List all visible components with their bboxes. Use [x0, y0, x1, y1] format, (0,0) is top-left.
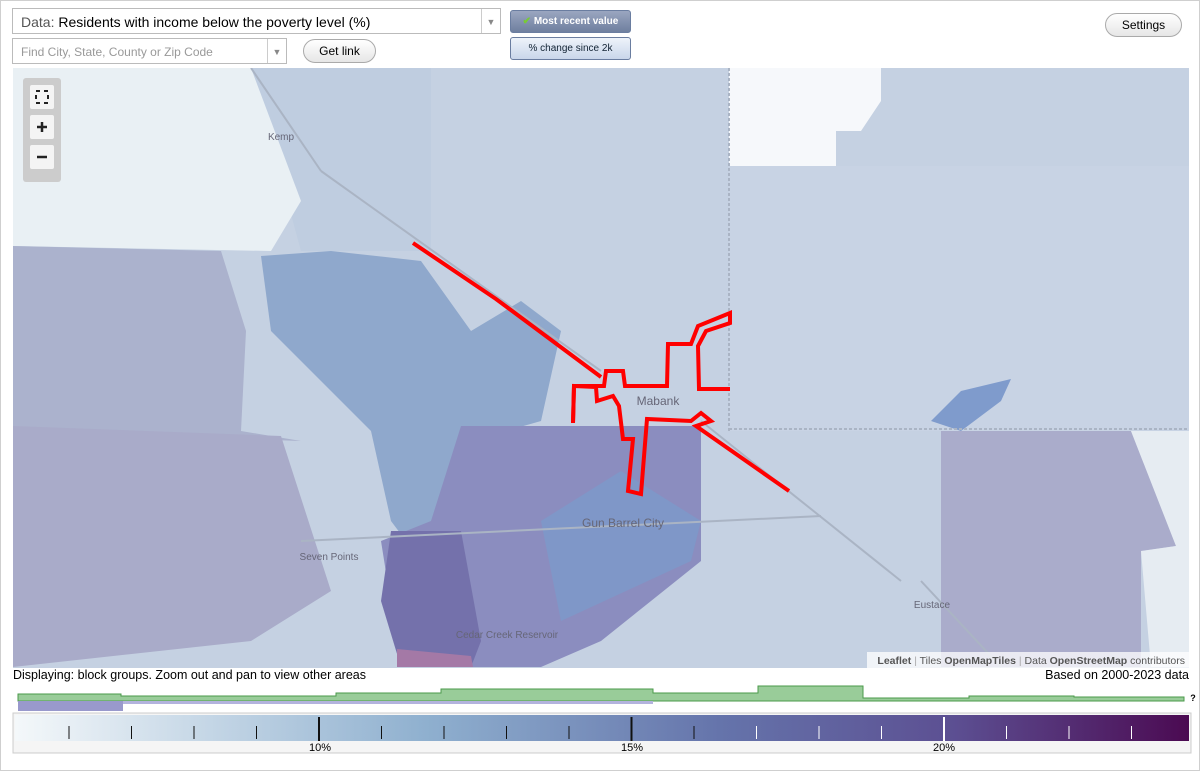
region [729, 68, 881, 166]
histogram-baseline [18, 701, 653, 704]
place-label: Kemp [268, 132, 295, 143]
fullscreen-icon [35, 90, 49, 104]
selected-boundary [411, 241, 791, 497]
lake-region [261, 251, 561, 561]
data-select-value: Residents with income below the poverty … [58, 14, 371, 30]
region [1131, 431, 1189, 667]
attribution-part: | [914, 655, 919, 667]
mode-label: Most recent value [533, 16, 619, 27]
status-displaying: Displaying: block groups. Zoom out and p… [13, 668, 366, 682]
status-based-on: Based on 2000-2023 data [1045, 668, 1189, 682]
legend-label: 20% [933, 742, 955, 754]
region [381, 531, 481, 667]
region [729, 166, 1189, 431]
search-placeholder: Find City, State, County or Zip Code [21, 45, 213, 59]
histogram-current [17, 685, 1185, 702]
attribution-part: Data [1025, 655, 1050, 667]
plus-icon [37, 122, 47, 132]
data-select[interactable]: Data: Residents with income below the po… [12, 8, 501, 34]
attribution-part: Tiles [920, 655, 945, 667]
roads [250, 68, 1189, 668]
attribution-part: | [1019, 655, 1025, 667]
attribution-part: contributors [1130, 655, 1185, 667]
water [541, 471, 701, 621]
region [397, 649, 473, 667]
mode-button-active[interactable]: ✔ Most recent value [510, 10, 631, 33]
place-label: Eustace [914, 600, 951, 611]
place-label: Seven Points [300, 552, 359, 563]
dropdown-arrow: ▼ [481, 9, 500, 33]
search-box[interactable]: Find City, State, County or Zip Code ▼ [12, 38, 287, 64]
region [941, 431, 1176, 667]
fullscreen-button[interactable] [30, 85, 54, 109]
check-icon: ✔ [522, 16, 534, 27]
attribution-part[interactable]: Leaflet [877, 655, 914, 667]
place-label: Mabank [637, 394, 681, 408]
place-label: Cedar Creek Reservoir [456, 630, 559, 641]
legend-help[interactable]: ? [1190, 693, 1196, 703]
settings-button[interactable]: Settings [1105, 13, 1182, 37]
map-layer: Kemp Mabank Gun Barrel City Seven Points… [13, 68, 1189, 668]
attribution-box [867, 652, 1189, 668]
legend-label: 10% [309, 742, 331, 754]
place-labels: Kemp Mabank Gun Barrel City Seven Points… [268, 132, 951, 641]
data-prefix: Data: [21, 14, 55, 30]
attribution: Leaflet | Tiles OpenMapTiles | Data Open… [877, 655, 1185, 667]
region [13, 68, 301, 251]
map[interactable]: Kemp Mabank Gun Barrel City Seven Points… [13, 68, 1189, 668]
dropdown-arrow: ▼ [267, 39, 286, 63]
region [13, 246, 301, 441]
get-link-button[interactable]: Get link [303, 39, 376, 63]
place-label: Gun Barrel City [582, 516, 664, 530]
attribution-part[interactable]: OpenStreetMap [1050, 655, 1131, 667]
histogram-bar [18, 701, 123, 711]
attribution-part[interactable]: OpenMapTiles [944, 655, 1019, 667]
mode-button[interactable]: % change since 2k [510, 37, 631, 60]
water [931, 379, 1011, 431]
legend-label: 15% [621, 742, 643, 754]
legend: 10% 15% 20% ? [12, 685, 1196, 754]
legend-ticks [68, 717, 1132, 741]
color-ramp [15, 715, 1189, 741]
region [13, 426, 331, 667]
